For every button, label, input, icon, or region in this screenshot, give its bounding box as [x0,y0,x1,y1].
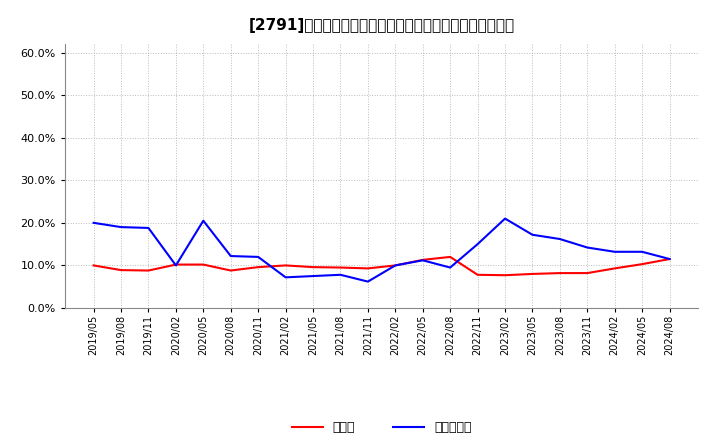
現顔金 [528,271,537,277]
有利子負債 [364,279,372,284]
現顔金 [309,264,318,270]
現顔金 [583,271,592,276]
現顔金 [171,262,180,267]
有利子負債 [446,265,454,270]
有利子負債 [282,275,290,280]
有利子負債 [391,263,400,268]
有利子負債 [254,254,263,260]
有利子負債 [144,225,153,231]
現顔金 [226,268,235,273]
有利子負債 [556,236,564,242]
有利子負債 [528,232,537,238]
有利子負債 [500,216,509,221]
現顔金 [199,262,207,267]
Legend: 現顔金, 有利子負債: 現顔金, 有利子負債 [287,416,477,439]
現顔金 [500,272,509,278]
現顔金 [144,268,153,273]
有利子負債 [638,249,647,254]
現顔金 [638,261,647,267]
現顔金 [282,263,290,268]
有利子負債 [336,272,345,278]
有利子負債 [418,258,427,263]
現顔金 [117,268,125,273]
現顔金 [89,263,98,268]
Title: [2791]　現顔金、有利子負債の総資産に対する比率の推移: [2791] 現顔金、有利子負債の総資産に対する比率の推移 [248,18,515,33]
現顔金 [364,266,372,271]
現顔金 [336,265,345,270]
有利子負債 [171,263,180,268]
Line: 現顔金: 現顔金 [94,257,670,275]
現顔金 [556,271,564,276]
有利子負債 [89,220,98,225]
有利子負債 [226,253,235,259]
有利子負債 [583,245,592,250]
現顔金 [473,272,482,278]
有利子負債 [117,224,125,230]
有利子負債 [473,242,482,247]
現顔金 [446,254,454,260]
有利子負債 [611,249,619,254]
現顔金 [418,257,427,263]
有利子負債 [199,218,207,224]
現顔金 [611,266,619,271]
現顔金 [391,263,400,268]
現顔金 [665,257,674,262]
有利子負債 [665,257,674,262]
有利子負債 [309,273,318,279]
Line: 有利子負債: 有利子負債 [94,219,670,282]
現顔金 [254,264,263,270]
